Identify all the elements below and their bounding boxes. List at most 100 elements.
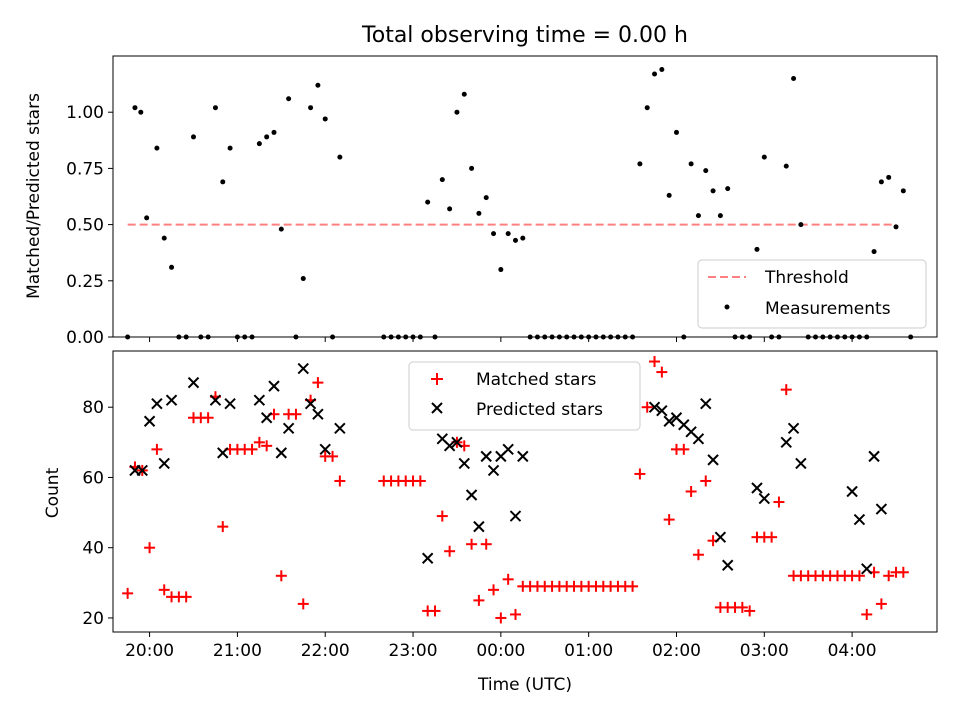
matched-star-point [861, 608, 873, 620]
top-legend-box [697, 259, 927, 329]
legend-measurements-swatch [724, 304, 730, 310]
measurement-point [886, 174, 892, 180]
matched-star-point [692, 549, 704, 561]
predicted-star-point [151, 397, 163, 410]
top-panel: Total observing time = 0.00 h Matched/Pr… [24, 23, 938, 348]
matched-star-point [261, 440, 273, 452]
predicted-star-point [275, 447, 288, 459]
predicted-star-point [692, 433, 705, 445]
measurement-point [190, 134, 196, 140]
bottom-y-tick-label: 40 [82, 539, 104, 559]
matched-star-point [773, 496, 785, 508]
matched-star-point [480, 538, 492, 550]
measurement-point [666, 192, 672, 198]
bottom-x-tick-label: 03:00 [740, 641, 789, 661]
matched-star-point [327, 450, 339, 462]
top-y-tick-label: 0.25 [66, 272, 104, 292]
predicted-star-point [648, 401, 661, 413]
matched-star-point [663, 514, 675, 526]
measurement-point [308, 105, 314, 111]
top-y-tick-label: 1.00 [66, 103, 104, 123]
top-y-tick-label: 0.75 [66, 159, 104, 179]
matched-star-point [853, 570, 865, 582]
predicted-star-point [875, 503, 888, 515]
measurement-point [754, 246, 760, 252]
measurement-point [900, 188, 906, 194]
matched-star-point [334, 475, 346, 487]
matched-star-point [641, 401, 653, 413]
predicted-star-point [758, 492, 771, 505]
top-title: Total observing time = 0.00 h [361, 23, 688, 48]
measurement-point [469, 165, 475, 171]
bottom-x-tick-label: 01:00 [564, 641, 613, 661]
predicted-star-point [158, 457, 170, 470]
matched-star-point [180, 591, 192, 603]
bottom-x-tick-label: 23:00 [389, 641, 438, 661]
predicted-star-point [795, 457, 807, 470]
predicted-star-point [853, 513, 866, 526]
matched-star-point [290, 408, 302, 420]
predicted-star-point [282, 422, 295, 434]
matched-star-point [217, 521, 229, 533]
predicted-star-point [502, 443, 514, 456]
predicted-star-point [458, 457, 470, 470]
matched-star-point [488, 584, 500, 596]
measurement-point [439, 177, 445, 183]
measurement-point [637, 161, 643, 167]
bottom-x-axis-label: Time (UTC) [477, 675, 572, 695]
measurement-point [212, 105, 218, 111]
top-marks [125, 66, 914, 340]
predicted-star-point [721, 559, 734, 571]
measurement-point [161, 235, 167, 241]
matched-star-point [875, 598, 887, 610]
bottom-y-axis-label: Count [43, 467, 63, 518]
predicted-star-point [751, 482, 763, 494]
matched-star-point [275, 570, 287, 582]
predicted-star-point [517, 450, 529, 463]
matched-star-point [429, 605, 441, 617]
predicted-star-point [868, 450, 880, 463]
matched-star-point [414, 475, 426, 487]
bottom-x-tick-label: 22:00 [301, 641, 350, 661]
measurement-point [315, 82, 321, 88]
predicted-star-point [297, 362, 309, 375]
legend-predicted-label: Predicted stars [476, 400, 603, 420]
bottom-x-tick-label: 21:00 [213, 641, 262, 661]
predicted-star-point [443, 440, 456, 452]
measurement-point [154, 145, 160, 151]
matched-star-point [495, 612, 507, 624]
predicted-star-point [143, 415, 156, 427]
predicted-star-point [304, 397, 317, 410]
matched-star-point [897, 566, 909, 578]
measurement-point [278, 226, 284, 232]
matched-star-point [736, 601, 748, 613]
matched-star-point [678, 443, 690, 455]
measurement-point [264, 134, 270, 140]
legend-measurements-label: Measurements [765, 299, 891, 319]
matched-star-point [700, 475, 712, 487]
matched-star-point [466, 538, 478, 550]
measurement-point [520, 235, 526, 241]
top-y-tick-label: 0.50 [66, 216, 104, 236]
bottom-x-tick-label: 20:00 [125, 641, 174, 661]
matched-star-point [473, 594, 485, 606]
measurement-point [878, 179, 884, 185]
measurement-point [717, 213, 723, 219]
bottom-marks [122, 356, 909, 624]
top-plot-frame [112, 55, 938, 338]
matched-star-point [444, 545, 456, 557]
predicted-star-point [861, 563, 873, 575]
legend-threshold-label: Threshold [764, 268, 849, 288]
top-y-tick-label: 0.00 [66, 328, 104, 348]
measurement-point [761, 154, 767, 160]
predicted-star-point [268, 380, 280, 392]
measurement-point [791, 75, 797, 81]
predicted-star-point [421, 552, 434, 564]
measurement-point [491, 231, 497, 237]
measurement-point [695, 213, 701, 219]
predicted-star-point [136, 464, 148, 477]
measurement-point [337, 154, 343, 160]
predicted-star-point [260, 412, 273, 424]
